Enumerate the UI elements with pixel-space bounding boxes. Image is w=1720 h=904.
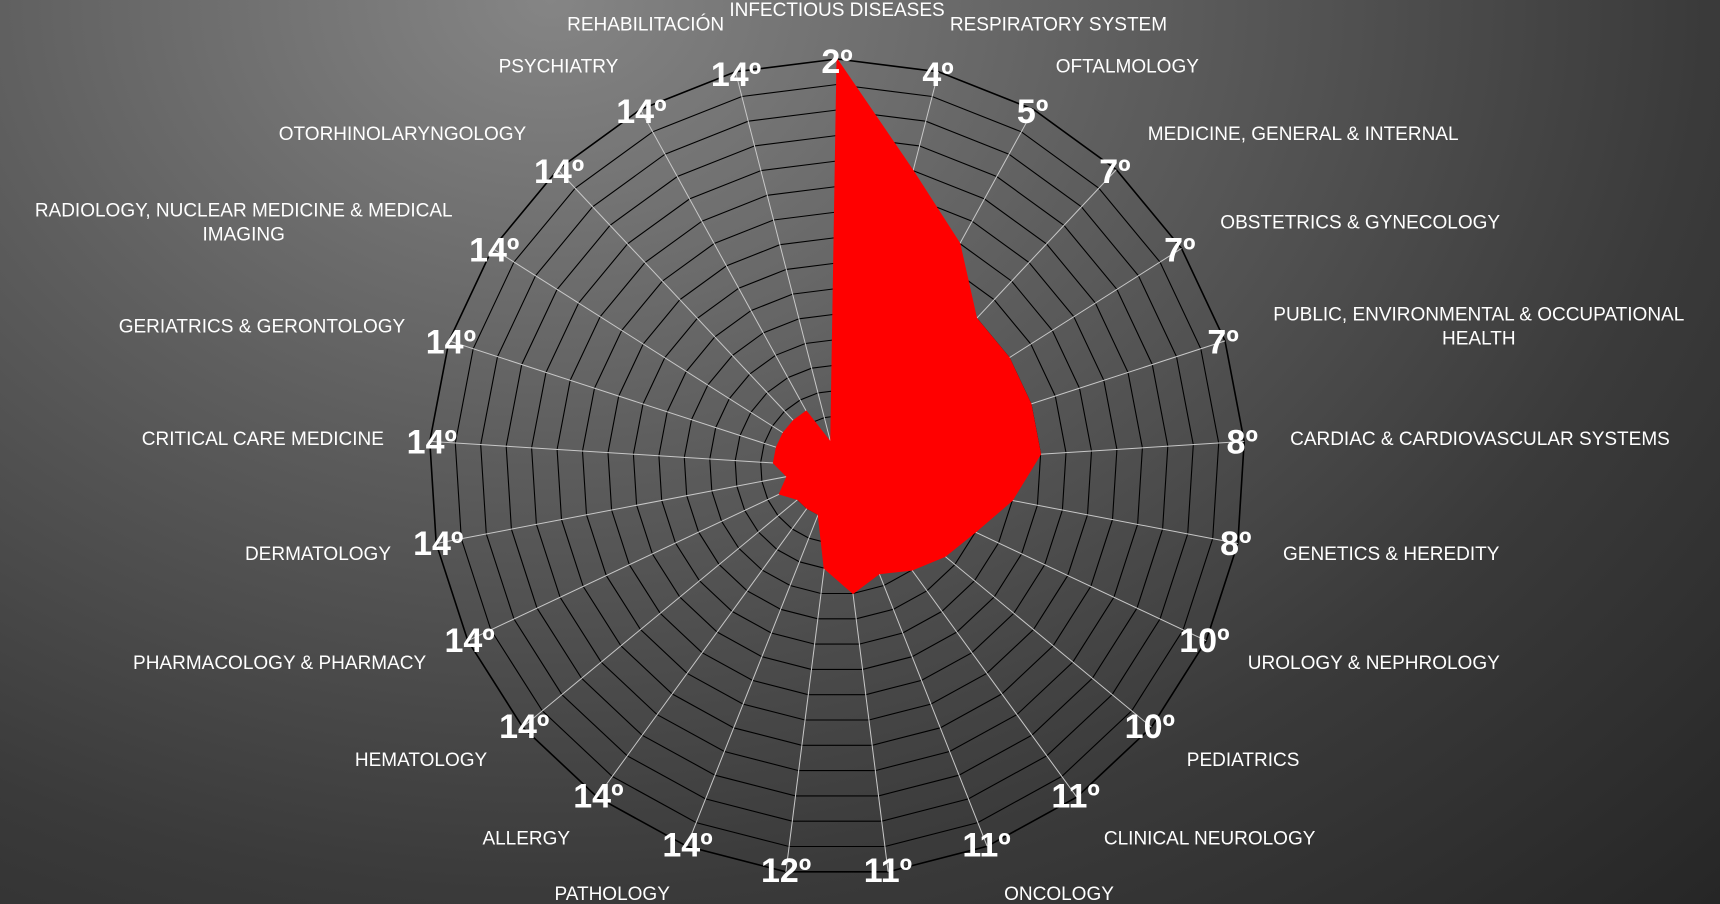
category-label: PEDIATRICS [1187, 750, 1300, 771]
grid-spoke [596, 466, 838, 798]
category-label: MEDICINE, GENERAL & INTERNAL [1148, 124, 1459, 145]
rank-label: 14º [413, 525, 463, 563]
rank-label: 14º [573, 778, 623, 816]
category-label: GERIATRICS & GERONTOLOGY [119, 317, 406, 338]
rank-label: 2º [821, 43, 852, 81]
chart-labels: 2º 4º 5º 7º 7º 7º 8º 8º 10º 10º 11º 11º 11º 12º 14º 14º… [35, 0, 1684, 904]
category-label: INFECTIOUS DISEASES [729, 0, 944, 21]
category-label: CARDIAC & CARDIOVASCULAR SYSTEMS [1290, 429, 1670, 450]
grid-spoke [448, 340, 838, 468]
grid-ring [454, 83, 1220, 848]
rank-label: 14º [616, 93, 666, 131]
category-label: RADIOLOGY, NUCLEAR MEDICINE & MEDICAL IMA… [35, 201, 453, 246]
grid-spoke [429, 440, 838, 468]
grid-spoke [492, 247, 838, 468]
grid-ring [428, 58, 1246, 873]
grid-spoke [467, 466, 838, 642]
rank-label: 11º [1051, 778, 1099, 816]
category-label: OBSTETRICS & GYNECOLOGY [1220, 213, 1500, 234]
rank-label: 11º [864, 852, 912, 890]
rank-label: 8º [1227, 424, 1258, 462]
rank-label: 7º [1164, 232, 1195, 270]
category-label: GENETICS & HEREDITY [1283, 544, 1500, 565]
grid-ring [480, 109, 1194, 822]
rank-label: 14º [711, 56, 761, 94]
rank-label: 7º [1207, 324, 1238, 362]
category-label: REHABILITACIÓN [567, 13, 724, 35]
rank-label: 14º [407, 424, 457, 462]
grid-ring [607, 236, 1067, 696]
rank-label: 12º [761, 852, 811, 890]
rank-label: 7º [1099, 153, 1130, 191]
rank-label: 11º [962, 827, 1010, 865]
rank-label: 14º [426, 324, 476, 362]
rank-label: 10º [1179, 622, 1229, 660]
category-label: CRITICAL CARE MEDICINE [142, 429, 384, 450]
rank-label: 14º [662, 827, 712, 865]
category-label: PSYCHIATRY [499, 57, 619, 78]
category-label: PHARMACOLOGY & PHARMACY [133, 653, 426, 674]
grid-ring [556, 185, 1118, 746]
category-label: RESPIRATORY SYSTEM [950, 14, 1167, 35]
grid-spoke [557, 169, 838, 468]
grid-spoke [686, 466, 838, 847]
grid-spoke [522, 466, 838, 728]
category-label: OTORHINOLARYNGOLOGY [279, 124, 527, 145]
category-label: CLINICAL NEUROLOGY [1104, 829, 1316, 850]
category-label: UROLOGY & NEPHROLOGY [1248, 653, 1500, 674]
rank-label: 8º [1220, 525, 1251, 563]
rank-label: 5º [1017, 93, 1048, 131]
series-area [772, 57, 1042, 595]
grid-spoke [436, 466, 838, 544]
grid-ring [505, 134, 1169, 797]
category-label: ALLERGY [482, 829, 570, 850]
category-label: ONCOLOGY [1004, 884, 1114, 904]
rank-label: 14º [444, 622, 494, 660]
rank-label: 4º [922, 56, 953, 94]
rank-label: 14º [469, 232, 519, 270]
category-label: PATHOLOGY [554, 884, 670, 904]
category-label: OFTALMOLOGY [1056, 57, 1200, 78]
rank-label: 14º [499, 708, 549, 746]
grid-spoke [639, 109, 838, 468]
rank-label: 14º [534, 153, 584, 191]
grid-ring [581, 211, 1093, 721]
category-label: PUBLIC, ENVIRONMENTAL & OCCUPATIONAL HEAL… [1273, 305, 1684, 350]
grid-spoke [735, 71, 838, 468]
rank-label: 10º [1125, 708, 1175, 746]
category-label: DERMATOLOGY [245, 544, 391, 565]
grid-ring [531, 160, 1143, 772]
category-label: HEMATOLOGY [355, 750, 488, 771]
